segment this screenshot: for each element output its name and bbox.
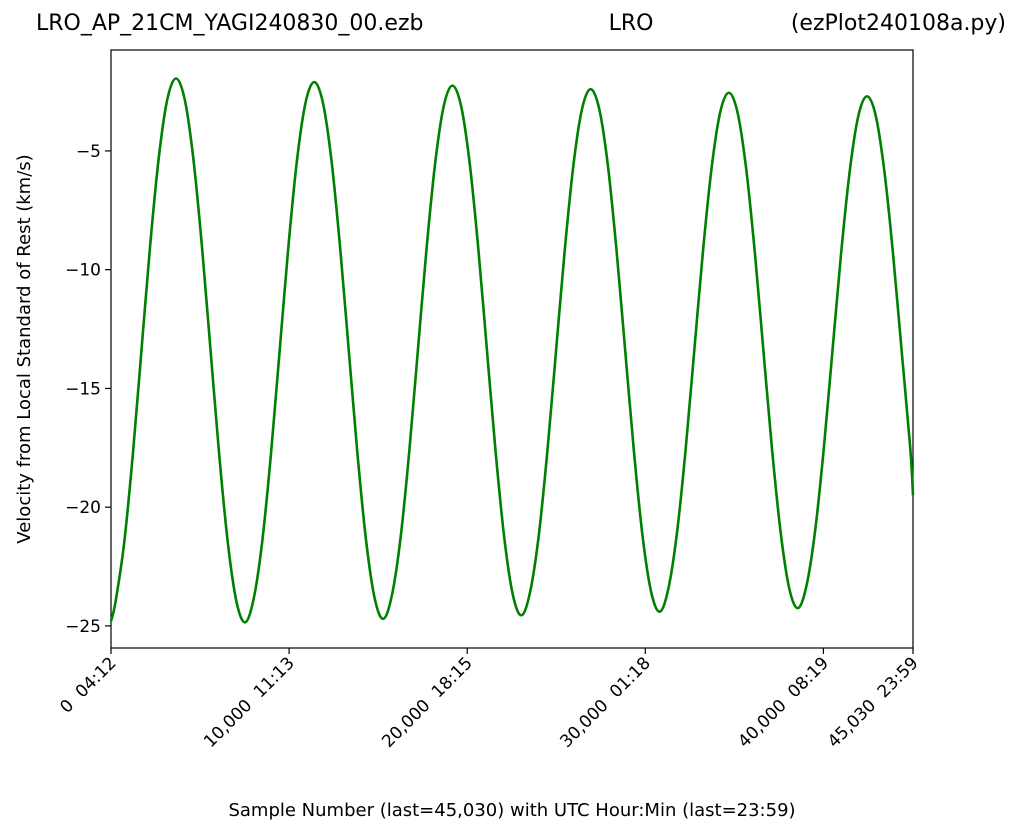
chart-title: LRO xyxy=(609,11,654,36)
x-tick-label: 20,000 18:15 xyxy=(378,653,476,751)
data-line xyxy=(109,77,915,624)
title-right: (ezPlot240108a.py) xyxy=(791,11,1006,36)
y-tick-label: −10 xyxy=(65,261,101,281)
y-tick-label: −20 xyxy=(65,498,101,518)
x-tick-label: 45,030 23:59 xyxy=(824,653,922,751)
x-tick-label: 40,000 08:19 xyxy=(734,653,832,751)
x-tick-label: 10,000 11:13 xyxy=(200,653,298,751)
title-left: LRO_AP_21CM_YAGI240830_00.ezb xyxy=(36,11,423,36)
x-axis-label: Sample Number (last=45,030) with UTC Hou… xyxy=(228,800,795,821)
y-tick-label: −25 xyxy=(65,617,101,637)
plot-frame xyxy=(110,49,914,649)
y-axis-label: Velocity from Local Standard of Rest (km… xyxy=(14,154,35,543)
y-tick-label: −15 xyxy=(65,379,101,399)
y-tick-label: −5 xyxy=(76,142,101,162)
x-tick-label: 0 04:12 xyxy=(56,653,120,717)
x-tick-label: 30,000 01:18 xyxy=(556,653,654,751)
